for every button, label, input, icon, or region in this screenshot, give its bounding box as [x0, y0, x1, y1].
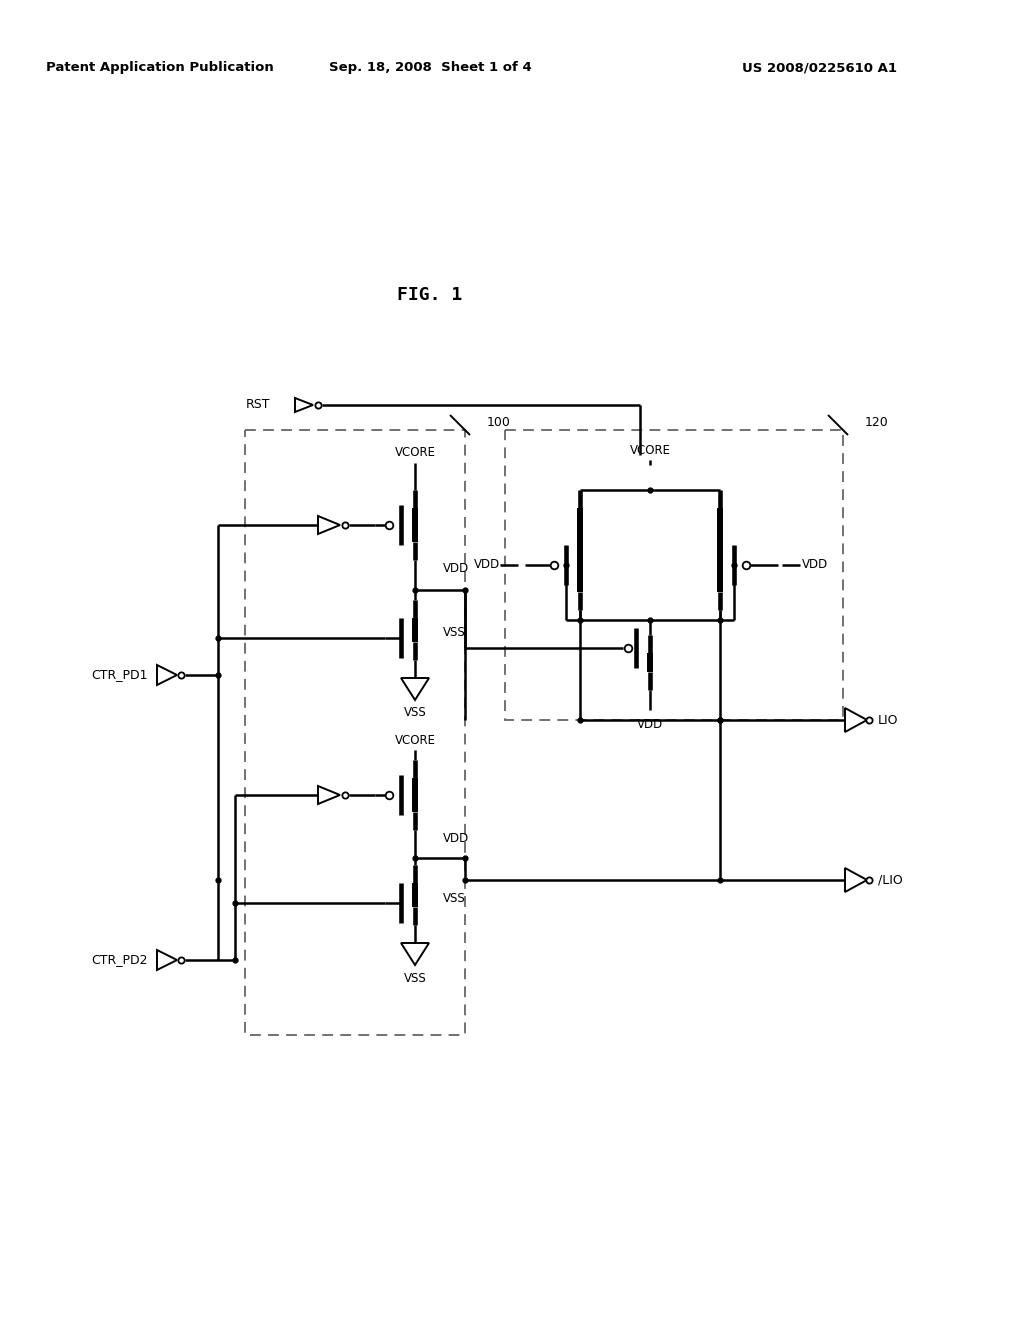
Text: 120: 120 [865, 416, 889, 429]
Text: VDD: VDD [637, 718, 664, 731]
Text: VSS: VSS [403, 972, 426, 985]
Text: VCORE: VCORE [394, 446, 435, 459]
Text: VDD: VDD [802, 558, 828, 572]
Text: VDD: VDD [474, 558, 500, 572]
Text: VDD: VDD [443, 832, 469, 845]
Text: 100: 100 [487, 416, 511, 429]
Text: Sep. 18, 2008  Sheet 1 of 4: Sep. 18, 2008 Sheet 1 of 4 [329, 62, 531, 74]
Text: CTR_PD1: CTR_PD1 [91, 668, 148, 681]
Text: US 2008/0225610 A1: US 2008/0225610 A1 [742, 62, 897, 74]
Text: VCORE: VCORE [630, 444, 671, 457]
Text: VSS: VSS [403, 706, 426, 719]
Text: VSS: VSS [443, 891, 466, 904]
Text: LIO: LIO [878, 714, 898, 726]
Text: VSS: VSS [443, 627, 466, 639]
Bar [245, 430, 465, 1035]
Text: RST: RST [246, 399, 270, 412]
Text: CTR_PD2: CTR_PD2 [91, 953, 148, 966]
Bar [505, 430, 843, 719]
Text: VDD: VDD [443, 561, 469, 574]
Text: FIG. 1: FIG. 1 [397, 286, 463, 304]
Text: Patent Application Publication: Patent Application Publication [46, 62, 273, 74]
Text: /LIO: /LIO [878, 874, 903, 887]
Text: VCORE: VCORE [394, 734, 435, 747]
